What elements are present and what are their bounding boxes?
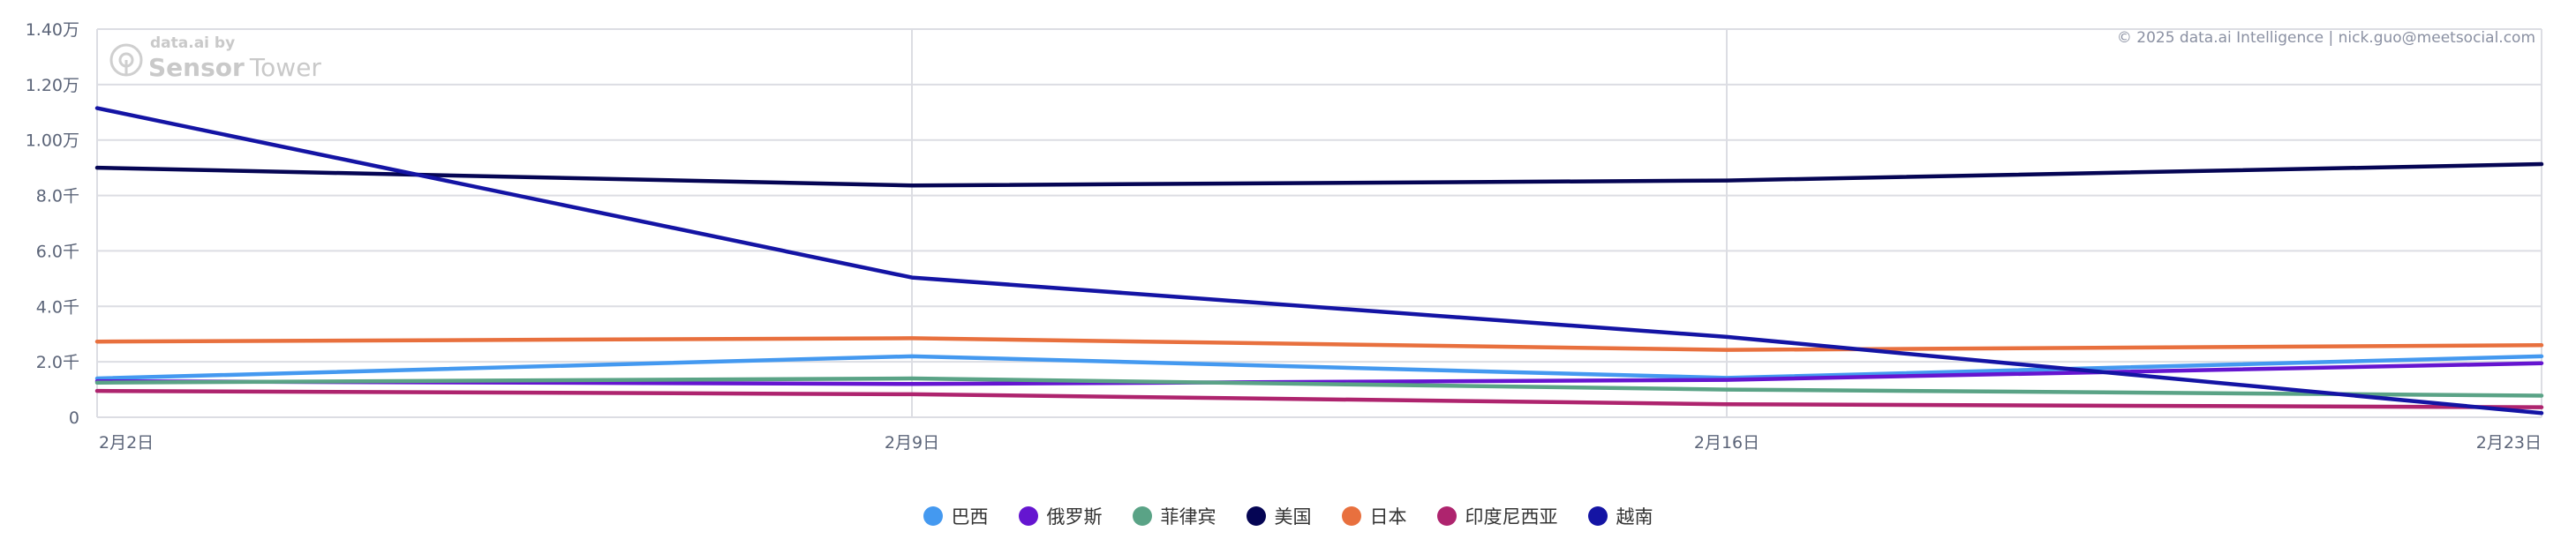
legend-label: 菲律宾 [1160,506,1216,528]
y-tick-label: 2.0千 [36,353,79,372]
series-line-4[interactable] [94,336,2544,352]
legend-item[interactable]: 日本 [1341,503,1407,529]
legend-item[interactable]: 美国 [1246,503,1312,529]
y-tick-label: 1.20万 [26,76,79,95]
watermark-sensor: Sensor [148,53,245,82]
series-line-5[interactable] [94,388,2544,409]
legend-marker-icon [1246,506,1266,526]
legend-label: 日本 [1369,506,1407,528]
legend-item[interactable]: 印度尼西亚 [1436,503,1558,529]
legend-marker-icon [923,506,943,526]
series-line-0[interactable] [94,354,2544,381]
y-tick-label: 1.40万 [26,20,79,40]
series-line-3[interactable] [94,161,2544,188]
legend-label: 俄罗斯 [1046,506,1103,528]
legend-label: 巴西 [951,506,989,528]
series-lines [94,106,2544,416]
legend-label: 越南 [1616,506,1653,528]
legend-marker-icon [1436,506,1457,526]
legend-item[interactable]: 菲律宾 [1132,503,1216,529]
copyright-text: © 2025 data.ai Intelligence | nick.guo@m… [2117,29,2535,47]
watermark-tower: Tower [249,53,322,82]
legend-marker-icon [1018,506,1038,526]
legend-marker-icon [1132,506,1152,526]
legend-item[interactable]: 越南 [1587,503,1653,529]
legend: 巴西 俄罗斯 菲律宾 美国 日本 印度尼西亚 越南 [0,503,2576,529]
grid [96,28,2542,418]
y-tick-label: 6.0千 [36,242,79,261]
y-tick-label: 8.0千 [36,187,79,206]
legend-item[interactable]: 俄罗斯 [1018,503,1103,529]
sensor-tower-logo-icon [109,43,143,77]
legend-label: 印度尼西亚 [1465,506,1558,528]
legend-marker-icon [1587,506,1608,526]
y-tick-label: 1.00万 [26,131,79,151]
x-tick-label: 2月23日 [2476,433,2542,453]
line-chart: 0 2.0千 4.0千 6.0千 8.0千 1.00万 1.20万 1.40万 2月2日 2月9… [26,20,2544,453]
x-tick-label: 2月16日 [1694,433,1759,453]
x-tick-label: 2月2日 [99,433,154,453]
series-line-1[interactable] [94,361,2544,386]
legend-item[interactable]: 巴西 [923,503,989,529]
watermark-line2: Sensor Tower [148,53,321,82]
x-axis: 2月2日 2月9日 2月16日 2月23日 [99,433,2542,453]
series-line-6[interactable] [94,106,2544,416]
y-tick-label: 4.0千 [36,297,79,317]
y-axis: 0 2.0千 4.0千 6.0千 8.0千 1.00万 1.20万 1.40万 [26,20,79,428]
legend-label: 美国 [1274,506,1312,528]
watermark-logo: data.ai by Sensor Tower [109,34,321,82]
legend-marker-icon [1341,506,1361,526]
y-tick-label: 0 [69,408,79,428]
x-tick-label: 2月9日 [885,433,939,453]
watermark-line1: data.ai by [150,34,235,52]
series-line-2[interactable] [94,376,2544,398]
